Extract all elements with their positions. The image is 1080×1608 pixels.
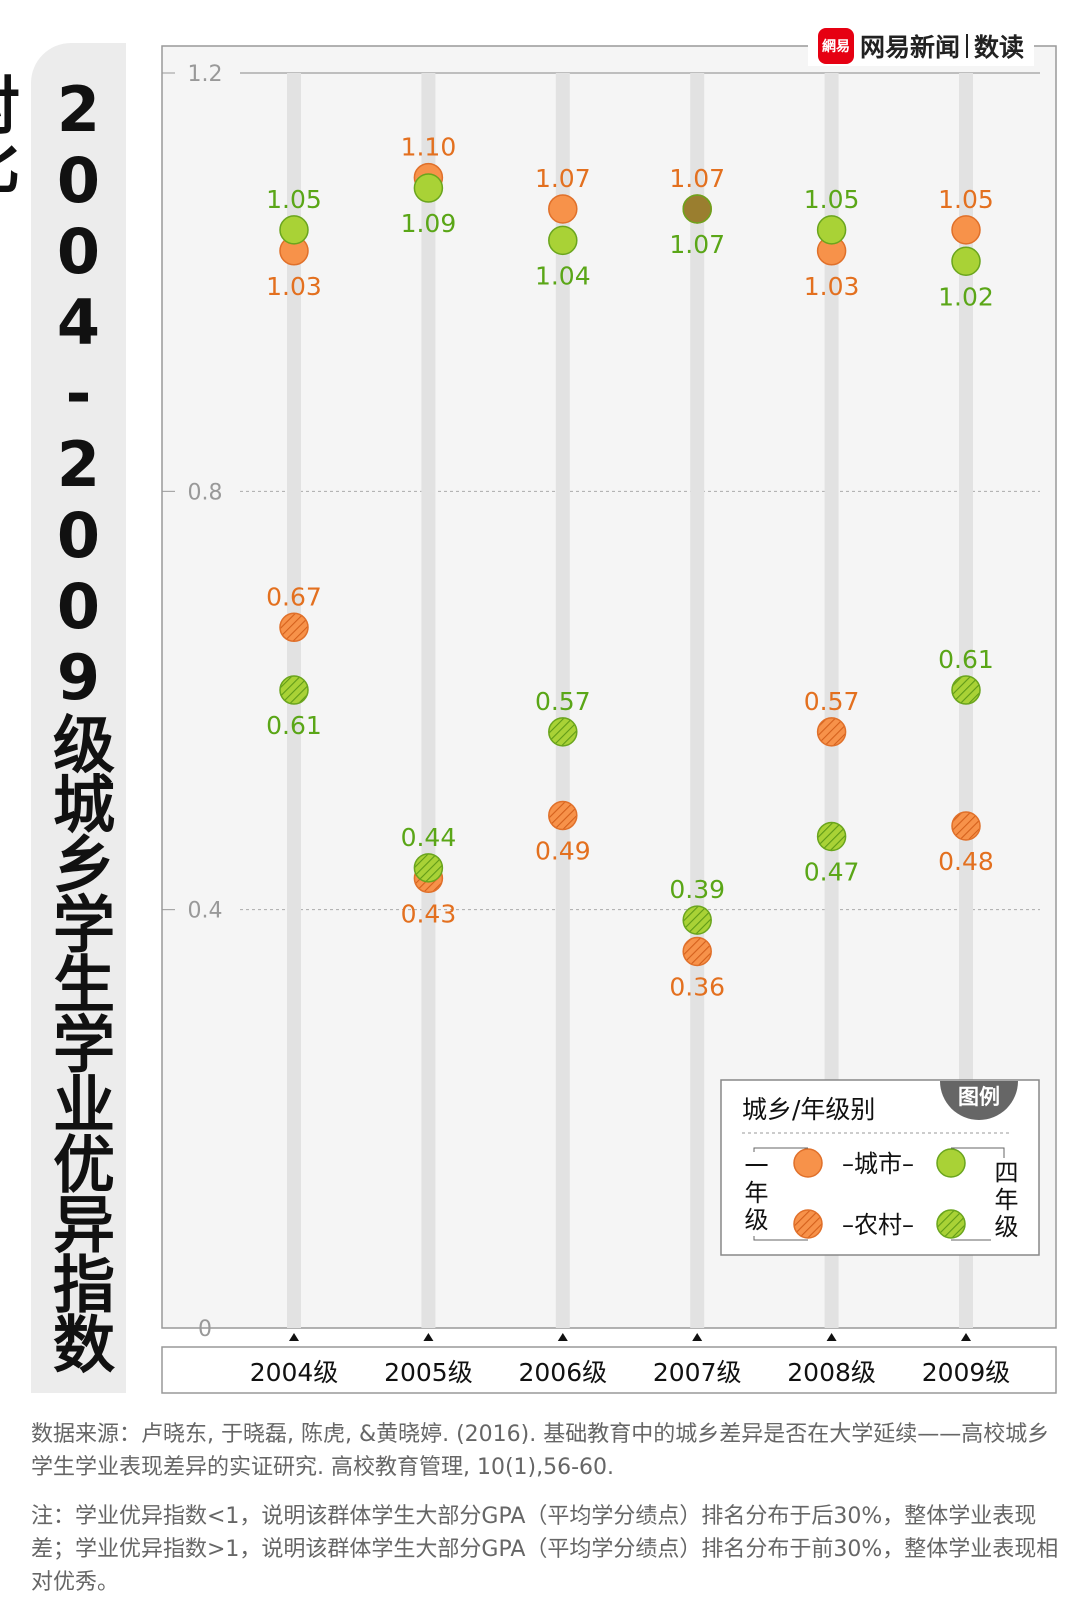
legend-rural: –农村– [842,1211,914,1239]
data-label-rural1: 0.36 [669,973,725,1002]
data-label-city4: 1.05 [804,185,860,214]
data-label-rural1: 0.67 [266,582,322,611]
x-tick-label: 2006级 [518,1358,607,1387]
point-city4 [548,225,578,256]
data-label-city4: 1.05 [266,185,322,214]
column-track [824,73,839,1328]
point-rural1 [548,800,578,831]
data-label-rural4: 0.57 [535,687,591,716]
data-label-rural4: 0.39 [669,875,725,904]
point-city4 [816,215,847,245]
data-label-rural1: 0.43 [401,899,457,928]
brand-name: 网易新闻 [860,33,961,62]
data-label-rural4: 0.47 [804,857,860,886]
data-label-rural1: 0.48 [938,847,994,876]
column-track [555,73,570,1328]
legend-marker [793,1209,823,1239]
x-tick-label: 2004级 [250,1358,339,1387]
point-city4 [279,215,309,245]
legend: 图例 城乡/年级别 –城市– –农村– [720,1079,1040,1256]
legend-marker [936,1209,966,1239]
axis-triangle-icon [289,1333,299,1341]
y-tick-label: 0 [198,1317,212,1342]
x-axis-box [161,1346,1057,1394]
data-label-city1: 1.03 [804,272,860,301]
point-rural4 [951,675,981,705]
point-rural1 [279,612,309,643]
data-label-rural4: 0.61 [938,645,994,674]
point-rural1 [816,717,847,747]
data-label-rural4: 0.61 [266,711,322,740]
data-label-city4: 1.07 [669,230,725,259]
data-label-rural1: 0.57 [804,687,860,716]
axis-triangle-icon [692,1333,703,1341]
point-city4 [951,246,981,276]
x-tick-label: 2005级 [384,1358,473,1387]
x-tick-label: 2008级 [787,1358,876,1387]
point-rural4 [548,717,578,747]
title-bar: 2004-2009级城乡学生学业优异指数对比 [0,43,126,1393]
chart-title: 2004-2009级城乡学生学业优异指数对比 [0,73,115,1372]
data-label-city1: 1.10 [401,133,457,162]
axis-triangle-icon [826,1333,837,1341]
legend-badge-text: 图例 [958,1085,1000,1109]
legend-bracket [753,1147,808,1241]
x-tick-label: 2009级 [922,1358,1011,1387]
legend-grade4: 四年级 [990,1160,1018,1241]
data-label-city1: 1.07 [669,164,725,193]
x-tick-label: 2007级 [653,1358,742,1387]
data-label-city1: 1.07 [535,164,591,193]
data-label-city4: 1.04 [535,261,591,290]
legend-marker [936,1148,966,1178]
point-rural4 [413,853,444,883]
point-rural4 [279,675,309,705]
y-tick-label: 0.4 [188,899,223,924]
point-rural4 [816,821,847,852]
data-label-rural4: 0.44 [401,823,457,852]
data-label-city1: 1.05 [938,185,994,214]
y-tick-label: 1.2 [188,62,223,87]
point-rural1 [682,936,712,967]
source-note: 数据来源：卢晓东, 于晓磊, 陈虎, &黄晓婷. (2016). 基础教育中的城… [31,1422,1050,1480]
y-tick-label: 0.8 [188,480,223,505]
point-city1 [548,194,578,224]
explanatory-note: 注：学业优异指数<1，说明该群体学生大部分GPA（平均学分绩点）排名分布于后30… [31,1504,1059,1595]
brand-section: 数读 [974,33,1025,62]
legend-title: 城乡/年级别 [742,1095,875,1124]
column-track [690,73,705,1328]
point-city1 [951,215,981,245]
brand-divider [966,34,969,58]
data-label-city1: 1.03 [266,272,322,301]
data-label-rural1: 0.49 [535,837,591,866]
legend-badge [940,1081,1018,1120]
data-label-city4: 1.02 [938,282,994,311]
legend-city: –城市– [842,1150,914,1178]
axis-triangle-icon [423,1333,434,1341]
data-label-city4: 1.09 [401,209,457,238]
brand-logo: 網易 网易新闻 数读 [808,26,1035,66]
axis-triangle-icon [557,1333,568,1341]
axis-triangle-icon [961,1333,971,1341]
point-city4 [413,173,444,203]
point-rural4 [682,905,712,935]
chart: 0 0.4 0.8 1.2 2004级 2005级 2006级 2007级 2008级 2009… [161,45,1057,1394]
legend-marker [793,1148,823,1178]
point-rural1 [951,811,981,841]
point-city4 [682,194,712,224]
column-track [421,73,436,1328]
netease-logo-icon: 網易 [818,28,854,64]
legend-grade1: 一年级 [740,1153,768,1234]
